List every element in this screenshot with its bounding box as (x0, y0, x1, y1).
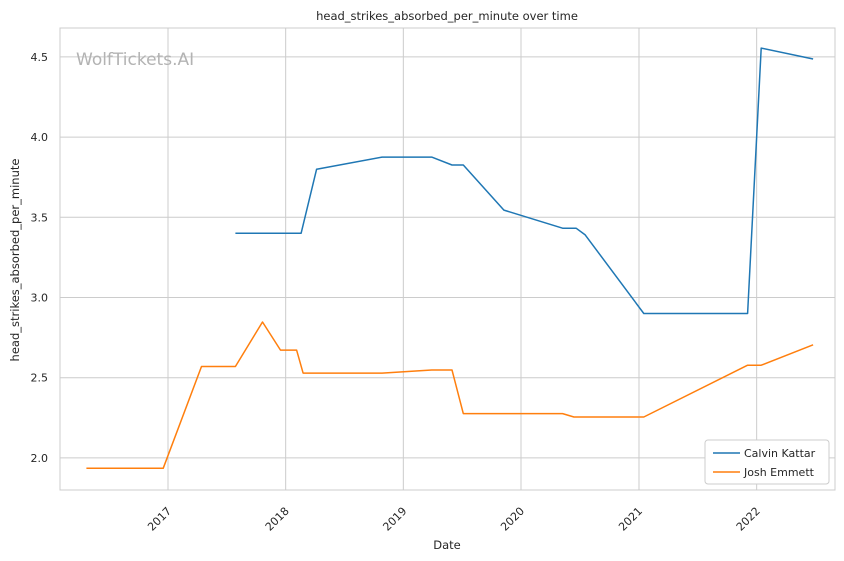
y-tick-labels: 2.0 2.5 3.0 3.5 4.0 4.5 (31, 51, 49, 465)
series-layer (86, 47, 814, 470)
series-line-1 (86, 321, 814, 470)
chart-title: head_strikes_absorbed_per_minute over ti… (316, 9, 578, 23)
y-tick-label: 3.5 (31, 211, 49, 224)
y-tick-label: 4.0 (31, 131, 49, 144)
y-axis-title: head_strikes_absorbed_per_minute (8, 159, 22, 362)
x-tick-label: 2018 (263, 505, 292, 534)
legend: Calvin Kattar Josh Emmett (704, 439, 830, 485)
legend-box (704, 439, 830, 485)
y-tick-label: 2.0 (31, 452, 49, 465)
legend-label-1: Josh Emmett (743, 466, 815, 479)
series-line-0 (235, 47, 814, 315)
x-tick-labels: 2017 2018 2019 2020 2021 2022 (145, 505, 763, 534)
watermark: WolfTickets.AI (76, 50, 194, 70)
y-tick-label: 2.5 (31, 372, 49, 385)
x-tick-label: 2022 (734, 505, 763, 534)
x-tick-label: 2020 (498, 505, 527, 534)
grid-layer (60, 28, 835, 490)
x-tick-label: 2021 (616, 505, 645, 534)
y-tick-label: 3.0 (31, 292, 49, 305)
legend-label-0: Calvin Kattar (744, 447, 816, 460)
x-axis-title: Date (433, 538, 461, 552)
x-tick-label: 2017 (145, 505, 174, 534)
y-tick-label: 4.5 (31, 51, 49, 64)
x-tick-label: 2019 (380, 505, 409, 534)
plot-area (59, 27, 836, 491)
